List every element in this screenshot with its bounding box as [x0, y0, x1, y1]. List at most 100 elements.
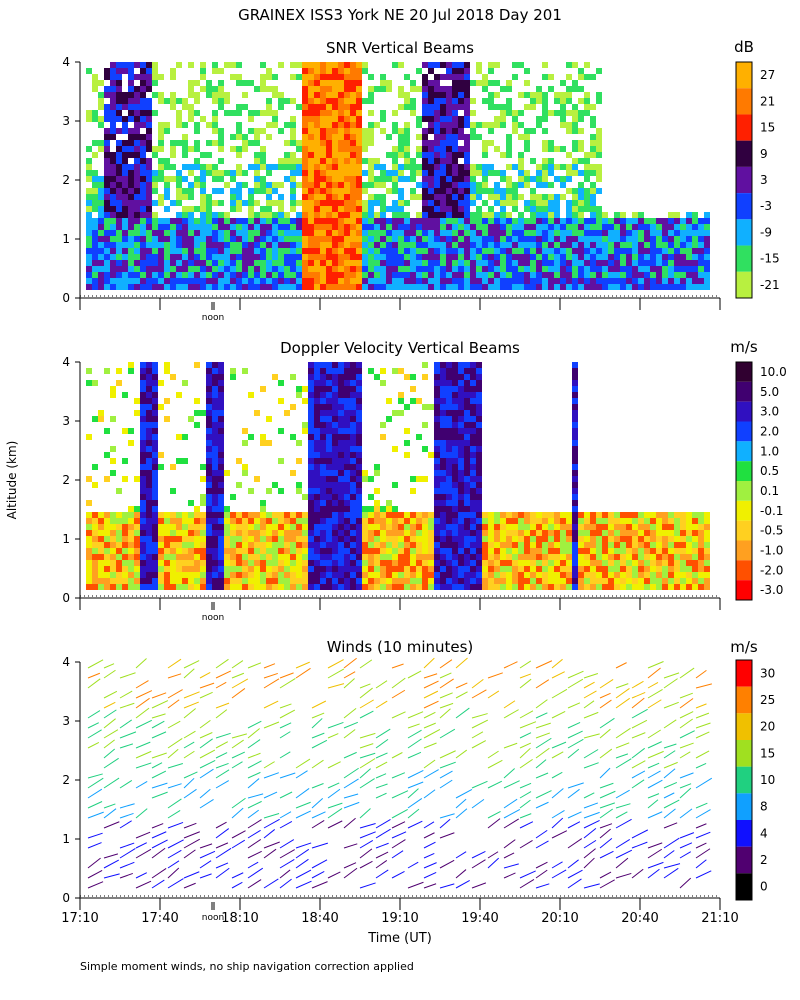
snr-cell	[632, 230, 638, 236]
snr-cell	[560, 164, 566, 170]
snr-cell	[452, 74, 458, 80]
doppler-cell	[566, 524, 572, 530]
snr-cell	[530, 212, 536, 218]
doppler-cell	[356, 518, 362, 524]
snr-cell	[500, 266, 506, 272]
doppler-cell	[476, 518, 482, 524]
snr-cell	[116, 116, 122, 122]
snr-cell	[548, 86, 554, 92]
snr-cell	[146, 68, 152, 74]
snr-cell	[326, 182, 332, 188]
doppler-cell	[404, 578, 410, 584]
doppler-cell	[308, 536, 314, 542]
snr-cell	[518, 230, 524, 236]
doppler-cell	[320, 398, 326, 404]
doppler-cell	[284, 512, 290, 518]
doppler-cell	[602, 578, 608, 584]
doppler-cell	[458, 476, 464, 482]
snr-cell	[356, 278, 362, 284]
snr-cell	[416, 182, 422, 188]
snr-cell	[416, 284, 422, 290]
doppler-cell	[692, 572, 698, 578]
snr-cell	[272, 188, 278, 194]
snr-cell	[140, 92, 146, 98]
snr-cell	[278, 272, 284, 278]
doppler-cell	[158, 584, 164, 590]
snr-cell	[314, 80, 320, 86]
snr-cell	[674, 284, 680, 290]
doppler-cell	[482, 554, 488, 560]
snr-cell	[578, 230, 584, 236]
doppler-cell	[464, 398, 470, 404]
snr-cell	[134, 122, 140, 128]
doppler-cell	[230, 494, 236, 500]
snr-cell	[392, 236, 398, 242]
snr-cell	[104, 278, 110, 284]
doppler-cell	[482, 584, 488, 590]
doppler-cell	[446, 566, 452, 572]
snr-cell	[116, 236, 122, 242]
snr-cell	[482, 218, 488, 224]
snr-cell	[500, 242, 506, 248]
snr-cell	[260, 176, 266, 182]
snr-cell	[98, 200, 104, 206]
snr-cell	[254, 170, 260, 176]
doppler-cell	[164, 362, 170, 368]
snr-cell	[614, 236, 620, 242]
snr-cell	[434, 278, 440, 284]
snr-cell	[386, 266, 392, 272]
doppler-cell	[326, 368, 332, 374]
doppler-cell	[572, 536, 578, 542]
snr-cell	[410, 194, 416, 200]
snr-cell	[236, 272, 242, 278]
doppler-cell	[266, 536, 272, 542]
doppler-cell	[524, 518, 530, 524]
snr-cell	[188, 272, 194, 278]
doppler-cell	[290, 434, 296, 440]
doppler-cell	[110, 446, 116, 452]
doppler-cell	[200, 578, 206, 584]
doppler-cell	[326, 410, 332, 416]
snr-cell	[284, 284, 290, 290]
doppler-cell	[296, 524, 302, 530]
doppler-cell	[92, 482, 98, 488]
doppler-cell	[278, 512, 284, 518]
snr-cell	[488, 212, 494, 218]
doppler-cell	[386, 566, 392, 572]
snr-cell	[326, 110, 332, 116]
snr-cell	[554, 176, 560, 182]
snr-cell	[380, 254, 386, 260]
snr-cell	[116, 80, 122, 86]
snr-cell	[338, 146, 344, 152]
doppler-cell	[614, 542, 620, 548]
snr-cell	[350, 68, 356, 74]
doppler-cell	[464, 464, 470, 470]
snr-cell	[278, 266, 284, 272]
doppler-cell	[248, 572, 254, 578]
doppler-cell	[188, 524, 194, 530]
wind-barb	[135, 872, 147, 879]
doppler-cell	[146, 578, 152, 584]
snr-cell	[434, 92, 440, 98]
snr-cell	[356, 158, 362, 164]
snr-cell	[116, 74, 122, 80]
snr-cell	[704, 218, 710, 224]
snr-cell	[458, 242, 464, 248]
doppler-cell	[152, 410, 158, 416]
doppler-cell	[476, 482, 482, 488]
doppler-cell	[206, 518, 212, 524]
doppler-cell	[308, 464, 314, 470]
doppler-cell	[476, 464, 482, 470]
snr-cell	[122, 212, 128, 218]
snr-cell	[182, 122, 188, 128]
doppler-cell	[146, 470, 152, 476]
doppler-cell	[416, 554, 422, 560]
doppler-cell	[392, 578, 398, 584]
doppler-cell	[596, 536, 602, 542]
snr-cell	[584, 170, 590, 176]
snr-cell	[326, 74, 332, 80]
doppler-cell	[338, 542, 344, 548]
doppler-cell	[614, 584, 620, 590]
snr-cell	[236, 62, 242, 68]
